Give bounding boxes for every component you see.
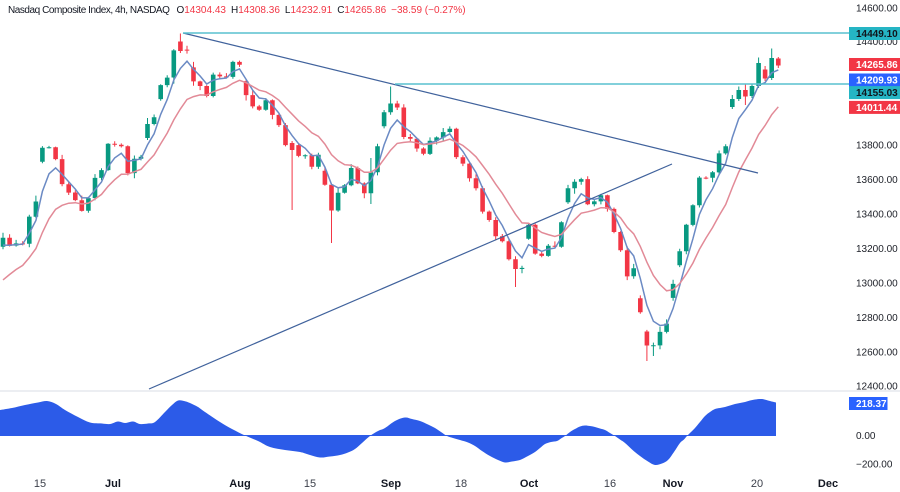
svg-text:12600.00: 12600.00 [856,348,898,359]
svg-text:Nov: Nov [663,478,685,490]
svg-text:18: 18 [455,478,467,490]
svg-text:15: 15 [34,478,46,490]
svg-text:218.37: 218.37 [856,399,887,410]
svg-text:15: 15 [304,478,316,490]
svg-text:14209.93: 14209.93 [856,76,898,87]
svg-text:Dec: Dec [818,478,838,490]
svg-text:12400.00: 12400.00 [856,382,898,393]
svg-text:0.00: 0.00 [856,431,876,442]
svg-text:Oct: Oct [520,478,539,490]
svg-text:16: 16 [604,478,616,490]
svg-text:13800.00: 13800.00 [856,141,898,152]
svg-text:14400.00: 14400.00 [856,37,898,48]
svg-text:14265.86: 14265.86 [856,60,898,71]
svg-text:13200.00: 13200.00 [856,244,898,255]
svg-text:12800.00: 12800.00 [856,313,898,324]
svg-text:14449.10: 14449.10 [856,29,898,40]
svg-text:13000.00: 13000.00 [856,279,898,290]
svg-text:Sep: Sep [381,478,401,490]
svg-text:13400.00: 13400.00 [856,210,898,221]
svg-text:14155.03: 14155.03 [856,88,898,99]
svg-text:20: 20 [751,478,763,490]
svg-text:−200.00: −200.00 [856,460,893,471]
svg-text:Jul: Jul [105,478,121,490]
svg-text:Aug: Aug [229,478,250,490]
svg-text:14600.00: 14600.00 [856,4,898,15]
svg-text:14011.44: 14011.44 [856,103,898,114]
svg-text:Nasdaq Composite Index, 4h, NA: Nasdaq Composite Index, 4h, NASDAQ O14304… [8,5,466,16]
svg-text:13600.00: 13600.00 [856,175,898,186]
